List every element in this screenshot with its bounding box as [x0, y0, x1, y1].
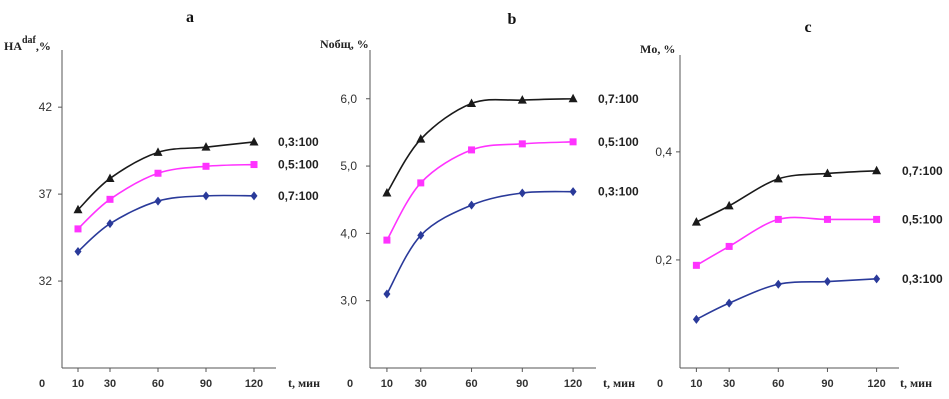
panel-c-xtick-label: 10 — [690, 378, 702, 390]
panel-b-series-0-point — [416, 134, 426, 143]
panel-a-series-2-point — [74, 246, 82, 256]
panel-a-series-1-point — [250, 161, 258, 169]
panel-b-xtick-label: 60 — [465, 378, 477, 390]
panel-a-xtick-label: 60 — [152, 378, 164, 390]
panel-c-xtick-label: 90 — [821, 378, 833, 390]
panel-c-series-1-point — [725, 242, 733, 250]
panel-b-series-label-2: 0,3:100 — [598, 185, 639, 199]
panel-b-letter: b — [508, 11, 517, 28]
panel-b-xtick-label: 120 — [564, 378, 582, 390]
panel-b-xtick-label: 10 — [381, 378, 393, 390]
panel-c-series-0-point — [872, 165, 882, 175]
panel-a-xtick-label: 10 — [72, 378, 84, 390]
panel-a-series-1-point — [106, 195, 114, 203]
panel-a-series-0-point — [73, 204, 83, 214]
panel-c-series-label-2: 0,3:100 — [902, 272, 943, 286]
panel-c-series-0-point — [691, 217, 701, 226]
panel-b-series-2-point — [417, 230, 425, 240]
panel-c-series-1-point — [692, 261, 700, 269]
panel-b-xtick-label: 90 — [516, 378, 528, 390]
panel-b-series-2-point — [569, 187, 577, 197]
panel-b-series-1-point — [518, 140, 526, 148]
panel-c-xtick-label: 120 — [867, 378, 885, 390]
panel-a-series-0-point — [201, 142, 211, 151]
panel-b-series-label-1: 0,5:100 — [598, 135, 639, 149]
panel-c-series-0-point — [724, 200, 734, 210]
panel-a-xtick-label: 120 — [245, 378, 263, 390]
panel-a-ytick-label: 32 — [39, 274, 53, 288]
panel-b-ylabel: Nобщ, % — [320, 37, 369, 51]
panel-c-series-2-point — [692, 314, 700, 324]
panel-c-ylabel: Mо, % — [640, 42, 675, 56]
panel-a-series-2-point — [250, 191, 258, 201]
panel-a-series-0-point — [105, 173, 115, 182]
panel-a-series-label-0: 0,3:100 — [278, 135, 319, 149]
panel-c-xtick-label: 60 — [772, 378, 784, 390]
panel-a-xtick-label: 90 — [200, 378, 212, 390]
panel-b-series-0-point — [517, 95, 527, 104]
panel-a-ytick-label: 37 — [39, 187, 53, 201]
panel-b-series-1-point — [383, 236, 391, 244]
panel-c-series-line-1 — [695, 216, 877, 267]
panel-c-series-1-point — [873, 215, 881, 223]
panel-b-xtick-origin: 0 — [347, 378, 353, 390]
panel-c-series-2-point — [774, 279, 782, 289]
panel-b-series-1-point — [417, 179, 425, 187]
panel-b-series-2-point — [468, 200, 476, 210]
panel-c-series-0-point — [822, 168, 832, 177]
panel-c-xtick-origin: 0 — [657, 378, 663, 390]
panel-a-ytick-label: 42 — [39, 100, 53, 114]
panel-b-ytick-label: 6,0 — [340, 92, 357, 106]
panel-a-letter: a — [186, 9, 194, 26]
panel-c-xtick-label: 30 — [723, 378, 735, 390]
panel-a-series-line-1 — [77, 163, 255, 230]
panel-c-series-0-point — [773, 173, 783, 183]
panel-c-series-label-0: 0,7:100 — [902, 164, 943, 178]
panel-a-ylabel: HAdaf,% — [4, 35, 51, 53]
panel-a-series-1-point — [74, 225, 82, 233]
panel-b-series-0-point — [568, 93, 578, 103]
panel-a-series-label-1: 0,5:100 — [278, 158, 319, 172]
panel-b-ytick-label: 3,0 — [340, 294, 357, 308]
panel-c-series-2-point — [823, 277, 831, 287]
panel-c-series-1-point — [774, 215, 782, 223]
panel-b-series-1-point — [468, 146, 476, 154]
panel-c-series-2-point — [725, 298, 733, 308]
panel-b-series-0-point — [382, 187, 392, 197]
panel-b-series-label-0: 0,7:100 — [598, 92, 639, 106]
panel-a-series-2-point — [106, 219, 114, 229]
panel-b-xlabel: t, мин — [603, 376, 635, 390]
panel-a-series-0-point — [249, 136, 259, 146]
panel-b-ytick-label: 4,0 — [340, 226, 357, 240]
panel-c-series-line-0 — [696, 169, 877, 223]
panel-a-series-1-point — [202, 162, 210, 170]
panel-b-series-2-point — [518, 188, 526, 198]
panel-b-xtick-label: 30 — [415, 378, 427, 390]
panel-c-letter: c — [804, 19, 811, 36]
panel-b-series-line-2 — [386, 190, 574, 295]
panel-a-xtick-origin: 0 — [39, 378, 45, 390]
panel-c-ytick-label: 0,2 — [655, 253, 672, 267]
panel-c-xlabel: t, мин — [900, 376, 932, 390]
panel-b-ytick-label: 5,0 — [340, 159, 357, 173]
panel-b-series-0-point — [467, 98, 477, 107]
panel-c-series-1-point — [823, 215, 831, 223]
panel-a-series-2-point — [154, 196, 162, 206]
panel-a-xtick-label: 30 — [104, 378, 116, 390]
panel-b-series-line-0 — [386, 97, 574, 194]
panel-c-series-line-2 — [696, 278, 877, 321]
panel-c-series-label-1: 0,5:100 — [902, 212, 943, 226]
panel-a-series-2-point — [202, 191, 210, 201]
panel-a-series-0-point — [153, 147, 163, 156]
panel-c-series-2-point — [873, 274, 881, 284]
panel-a-series-1-point — [154, 169, 162, 177]
panel-c-ytick-label: 0,4 — [655, 145, 672, 159]
panel-b-series-2-point — [383, 289, 391, 299]
panel-a-xlabel: t, мин — [288, 376, 320, 390]
panel-b-series-1-point — [569, 138, 577, 146]
panel-a-series-label-2: 0,7:100 — [278, 189, 319, 203]
